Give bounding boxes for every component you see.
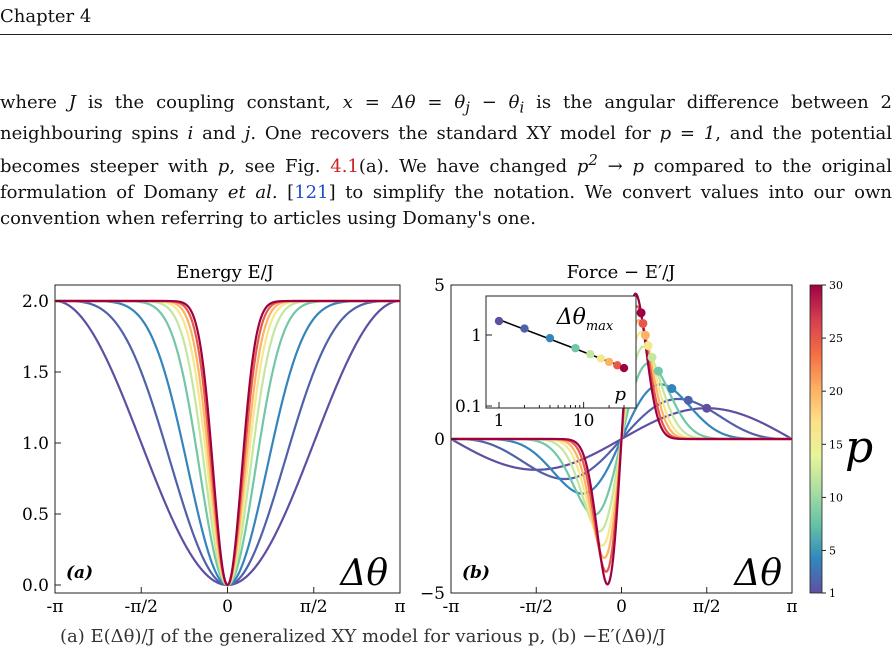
energy-curve-p4 — [55, 299, 400, 587]
force-max-point-p1 — [702, 403, 712, 413]
inset-plot: 1 0.1 1 10 — [455, 316, 629, 431]
panel-b-label: (b) — [462, 563, 490, 583]
panel-a-xtick-label: π — [394, 597, 405, 617]
equation-p-change: p2 → p — [576, 150, 644, 177]
panel-b-ytick-label: −5 — [420, 584, 445, 604]
panel-a-xtick-label: π/2 — [300, 597, 328, 617]
panel-b-ytick-label: 5 — [434, 276, 445, 296]
body-paragraph: where J is the coupling constant, x = Δθ… — [0, 92, 892, 229]
force-max-point-p12 — [647, 352, 657, 362]
force-max-point-p30 — [636, 308, 646, 318]
inset-point-p4 — [545, 333, 555, 343]
inset-point-p16 — [596, 354, 606, 363]
panel-b-title: Force − E′/J — [567, 262, 676, 283]
colorbar-tick-label: 1 — [829, 587, 836, 600]
panel-b-xtick-label: π/2 — [693, 597, 721, 617]
panel-b-xtick-label: 0 — [616, 597, 627, 617]
colorbar-ticks: 30 25 20 15 10 5 1 — [822, 279, 843, 600]
panel-a-yticks: 2.0 1.5 1.0 0.5 0.0 — [22, 292, 61, 596]
inset-point-p25 — [613, 361, 622, 370]
panel-b-xtick-label: -π/2 — [520, 597, 553, 617]
inset-xtick-label: 1 — [494, 411, 505, 431]
panel-a-curves — [54, 299, 401, 587]
energy-curve-p8 — [55, 299, 400, 587]
panel-a-label: (a) — [66, 563, 93, 583]
inset-point-p1 — [494, 316, 504, 326]
inset-ytick-label: 1 — [471, 326, 482, 346]
citation-link[interactable]: 121 — [294, 181, 329, 203]
panel-b-xtick-label: π — [786, 597, 797, 617]
force-max-point-p4 — [667, 384, 677, 394]
panel-b-xticks: -π -π/2 0 π/2 π — [443, 587, 798, 617]
figure-reference-link[interactable]: 4.1 — [330, 155, 359, 177]
panel-b-xtick-label: -π — [443, 597, 460, 617]
colorbar-tick-label: 30 — [829, 279, 843, 292]
header-rule — [0, 34, 892, 35]
panel-a-ytick-label: 2.0 — [22, 292, 49, 312]
colorbar-tick-label: 10 — [829, 491, 843, 504]
force-curve-p30 — [451, 292, 792, 586]
panel-a-ytick-label: 1.0 — [22, 434, 49, 454]
colorbar-tick-label: 25 — [829, 332, 843, 345]
force-max-point-p8 — [653, 366, 663, 376]
panel-a-axis-label: Δθ — [338, 553, 388, 594]
panel-b-curves — [450, 292, 793, 586]
panel-a-ytick-label: 1.5 — [22, 363, 49, 383]
panel-b-yticks: 5 0 −5 — [420, 276, 457, 604]
panel-a-xtick-label: -π/2 — [125, 597, 158, 617]
panel-b-axis-label: Δθ — [732, 553, 782, 594]
panel-a-xtick-label: 0 — [222, 597, 233, 617]
force-max-point-p25 — [638, 318, 648, 328]
energy-curve-p20 — [55, 299, 400, 587]
inset-xlabel: p — [614, 384, 626, 405]
inset-frame — [485, 295, 637, 409]
energy-curve-p30 — [55, 299, 400, 587]
panel-a-xticks: -π -π/2 0 π/2 π — [47, 587, 406, 617]
colorbar-tick-label: 15 — [829, 438, 843, 451]
energy-curve-p25 — [55, 299, 400, 587]
energy-curve-p1 — [54, 299, 401, 587]
inset-point-p12 — [586, 350, 595, 359]
inset-title: Δθmax — [556, 305, 614, 334]
force-max-point-p16 — [643, 341, 653, 351]
panel-a-ytick-label: 0.0 — [22, 576, 49, 596]
panel-a-xtick-label: -π — [47, 597, 64, 617]
chapter-heading: Chapter 4 — [0, 6, 92, 27]
energy-curve-p2 — [55, 299, 400, 587]
inset-point-p2 — [520, 324, 529, 333]
panel-a-title: Energy E/J — [176, 262, 274, 283]
inset-point-p8 — [571, 343, 580, 353]
colorbar-tick-label: 20 — [829, 385, 843, 398]
equation-delta-theta: x = Δθ = θj − θi — [342, 92, 525, 117]
inset-xtick-label: 10 — [573, 411, 595, 431]
inset-point-p20 — [604, 357, 614, 367]
colorbar-label: p — [845, 422, 873, 473]
colorbar-tick-label: 5 — [829, 545, 836, 558]
panel-a-ytick-label: 0.5 — [22, 505, 49, 525]
energy-curve-p16 — [55, 299, 400, 587]
force-max-point-p20 — [640, 330, 650, 340]
panel-b-max-points — [636, 308, 712, 413]
colorbar — [809, 284, 823, 594]
panel-b-ytick-label: 0 — [434, 430, 445, 450]
inset-ytick-label: 0.1 — [455, 397, 482, 417]
force-max-point-p2 — [683, 395, 693, 405]
figure-caption: (a) E(Δθ)/J of the generalized XY model … — [60, 626, 666, 647]
inset-point-p30 — [619, 363, 629, 373]
panel-a-frame — [54, 284, 401, 594]
energy-curve-p12 — [55, 299, 400, 587]
